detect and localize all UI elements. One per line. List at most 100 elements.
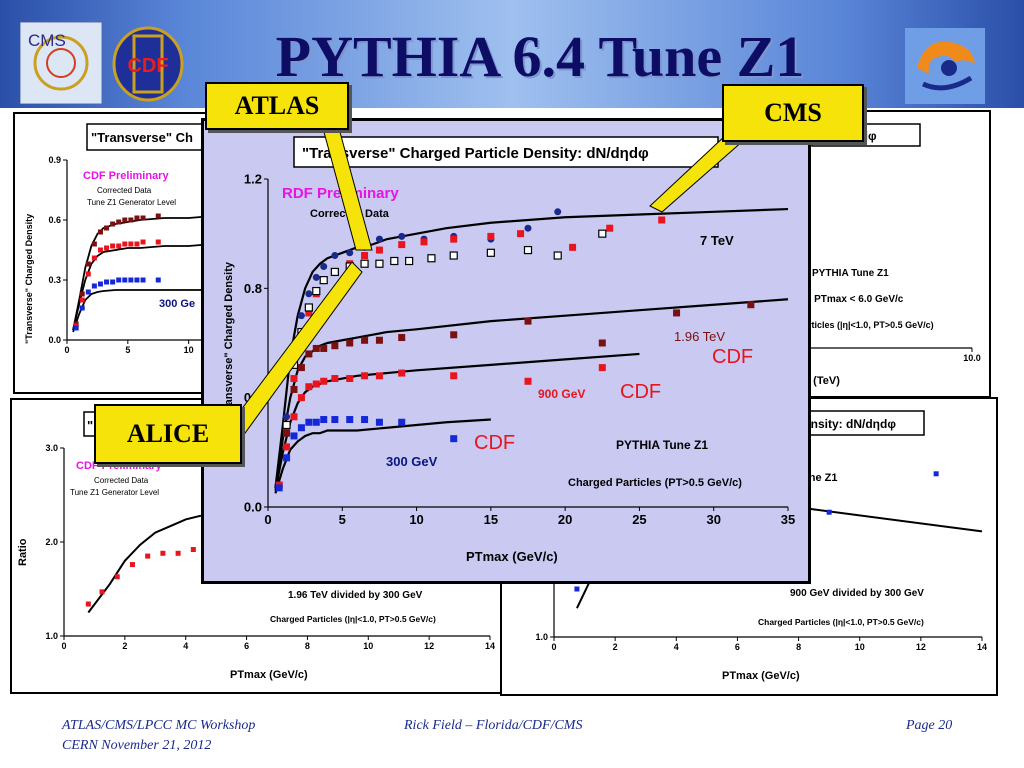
ratio-196-300-xtick-label: 2 <box>122 641 127 651</box>
ratio-196-particles: Charged Particles (|η|<1.0, PT>0.5 GeV/c… <box>270 614 436 624</box>
overlay-density-point <box>553 251 562 260</box>
ratio-196-300-point <box>99 589 105 595</box>
cdf-density-ytick-label: 0.9 <box>48 155 61 165</box>
cdf-density-panel: 0 5 10 0.0 0.3 0.6 0.9 "Transverse" Ch "Transv… <box>13 112 217 394</box>
overlay-density-point <box>405 256 414 266</box>
ratio-900-300-xtick-label: 10 <box>855 642 865 652</box>
cdf-logo-text: CDF <box>127 55 168 77</box>
overlay-density-point <box>297 312 305 320</box>
cdf-density-point <box>155 239 161 245</box>
cdf-density-point <box>97 281 103 287</box>
overlay-density-point <box>283 454 291 462</box>
overlay-density-point <box>361 416 369 424</box>
overlay-density-point <box>283 413 291 421</box>
alice-callout: ALICE <box>94 404 242 464</box>
overlay-density-point <box>375 259 384 268</box>
cdf-density-energy-label: 300 Ge <box>159 298 195 310</box>
overlay-label-300gev: 300 GeV <box>386 454 438 469</box>
ratio-900-300-point <box>933 471 939 477</box>
overlay-density-point <box>673 309 681 317</box>
ratio-196-300-plot: 0 2 4 6 8 10 12 14 1.0 2.0 3.0 <box>45 443 495 651</box>
florida-logo <box>905 28 985 104</box>
overlay-density-point <box>554 208 562 216</box>
overlay-density-point <box>361 252 369 260</box>
overlay-density-point <box>361 336 369 344</box>
overlay-density-point <box>427 254 436 263</box>
cdf-density-point <box>128 217 134 223</box>
ratio-900-300-xtick-label: 0 <box>551 642 556 652</box>
cdf-density-point <box>79 291 85 297</box>
cdf-density-point <box>79 305 85 311</box>
overlay-density-point <box>346 249 354 257</box>
cdf-density-corrected: Corrected Data <box>97 186 152 195</box>
overlay-label-196tev: 1.96 TeV <box>674 329 725 344</box>
overlay-density-ytick-label: 0.8 <box>244 281 262 296</box>
cdf-density-point <box>110 243 116 249</box>
ratio-196-300-tune-curve-0 <box>87 514 202 614</box>
overlay-density-point <box>297 424 305 432</box>
overlay-density-point <box>331 252 339 260</box>
overlay-density-point <box>375 372 383 380</box>
overlay-density-point <box>360 259 369 268</box>
ratio-196-300-ytick-label: 2.0 <box>45 537 58 547</box>
cdf-density-point <box>155 213 161 219</box>
cdf-density-point <box>122 241 128 247</box>
overlay-density-point <box>747 301 755 309</box>
overlay-cdf-label-1: CDF <box>712 346 753 368</box>
overlay-density-point <box>390 256 399 266</box>
ratio-900-300-xtick-label: 6 <box>735 642 740 652</box>
footer-author: Rick Field – Florida/CDF/CMS <box>404 718 583 733</box>
overlay-density-xtick-label: 35 <box>781 512 795 527</box>
cms-logo-text: CMS <box>28 31 66 50</box>
overlay-density-point <box>320 262 328 270</box>
overlay-density-xtick-label: 25 <box>632 512 646 527</box>
overlay-density-point <box>312 380 320 388</box>
overlay-density-point <box>346 339 354 347</box>
overlay-density-point <box>398 232 406 240</box>
overlay-density-point <box>331 416 339 424</box>
ratio-196-300-xtick-label: 4 <box>183 641 188 651</box>
overlay-density-point <box>450 331 458 339</box>
cdf-density-point <box>85 271 91 277</box>
overlay-density-point <box>517 230 525 238</box>
cdf-density-point <box>104 225 110 231</box>
cdf-density-point <box>140 215 146 221</box>
overlay-density-point <box>486 248 495 257</box>
ratio-900-300-point <box>826 509 832 515</box>
overlay-density-xtick-label: 30 <box>706 512 720 527</box>
cms-density-xtick-label: 10.0 <box>963 353 981 363</box>
ratio-196-300-xtick-label: 10 <box>363 641 373 651</box>
ratio-196-300-point <box>145 553 151 559</box>
overlay-density-point <box>331 375 339 383</box>
cdf-density-point <box>140 277 146 283</box>
atlas-pointer <box>317 109 373 251</box>
cdf-density-generator: Tune Z1 Generator Level <box>87 198 176 207</box>
footer-date: CERN November 21, 2012 <box>62 738 212 753</box>
overlay-density-xtick-label: 20 <box>558 512 572 527</box>
overlay-density-point <box>312 286 321 296</box>
cdf-density-point <box>85 289 91 295</box>
overlay-density-point <box>305 309 313 317</box>
overlay-density-ytick-label: 1.2 <box>244 172 262 187</box>
cdf-density-point <box>104 245 110 251</box>
overlay-density-point <box>297 394 305 402</box>
svg-text:": " <box>87 418 93 433</box>
overlay-density-point <box>450 435 458 443</box>
cdf-density-point <box>134 215 140 221</box>
ratio-900-300-xtick-label: 8 <box>796 642 801 652</box>
cdf-density-point <box>110 221 116 227</box>
cdf-density-point <box>73 325 79 331</box>
cdf-density-point <box>116 277 122 283</box>
cdf-density-xtick-label: 10 <box>184 345 194 355</box>
ratio-196-300-xtick-label: 0 <box>61 641 66 651</box>
cdf-density-point <box>155 277 161 283</box>
overlay-density-point <box>305 350 313 358</box>
ratio-196-300-point <box>85 601 91 607</box>
ratio-900-300-xtick-label: 2 <box>613 642 618 652</box>
overlay-density-point <box>283 443 291 451</box>
cdf-density-point <box>116 243 122 249</box>
overlay-title: "Transverse" Charged Particle Density: d… <box>302 145 649 162</box>
overlay-density-point <box>331 342 339 350</box>
cdf-density-ylabel: "Transverse" Charged Density <box>24 214 34 344</box>
